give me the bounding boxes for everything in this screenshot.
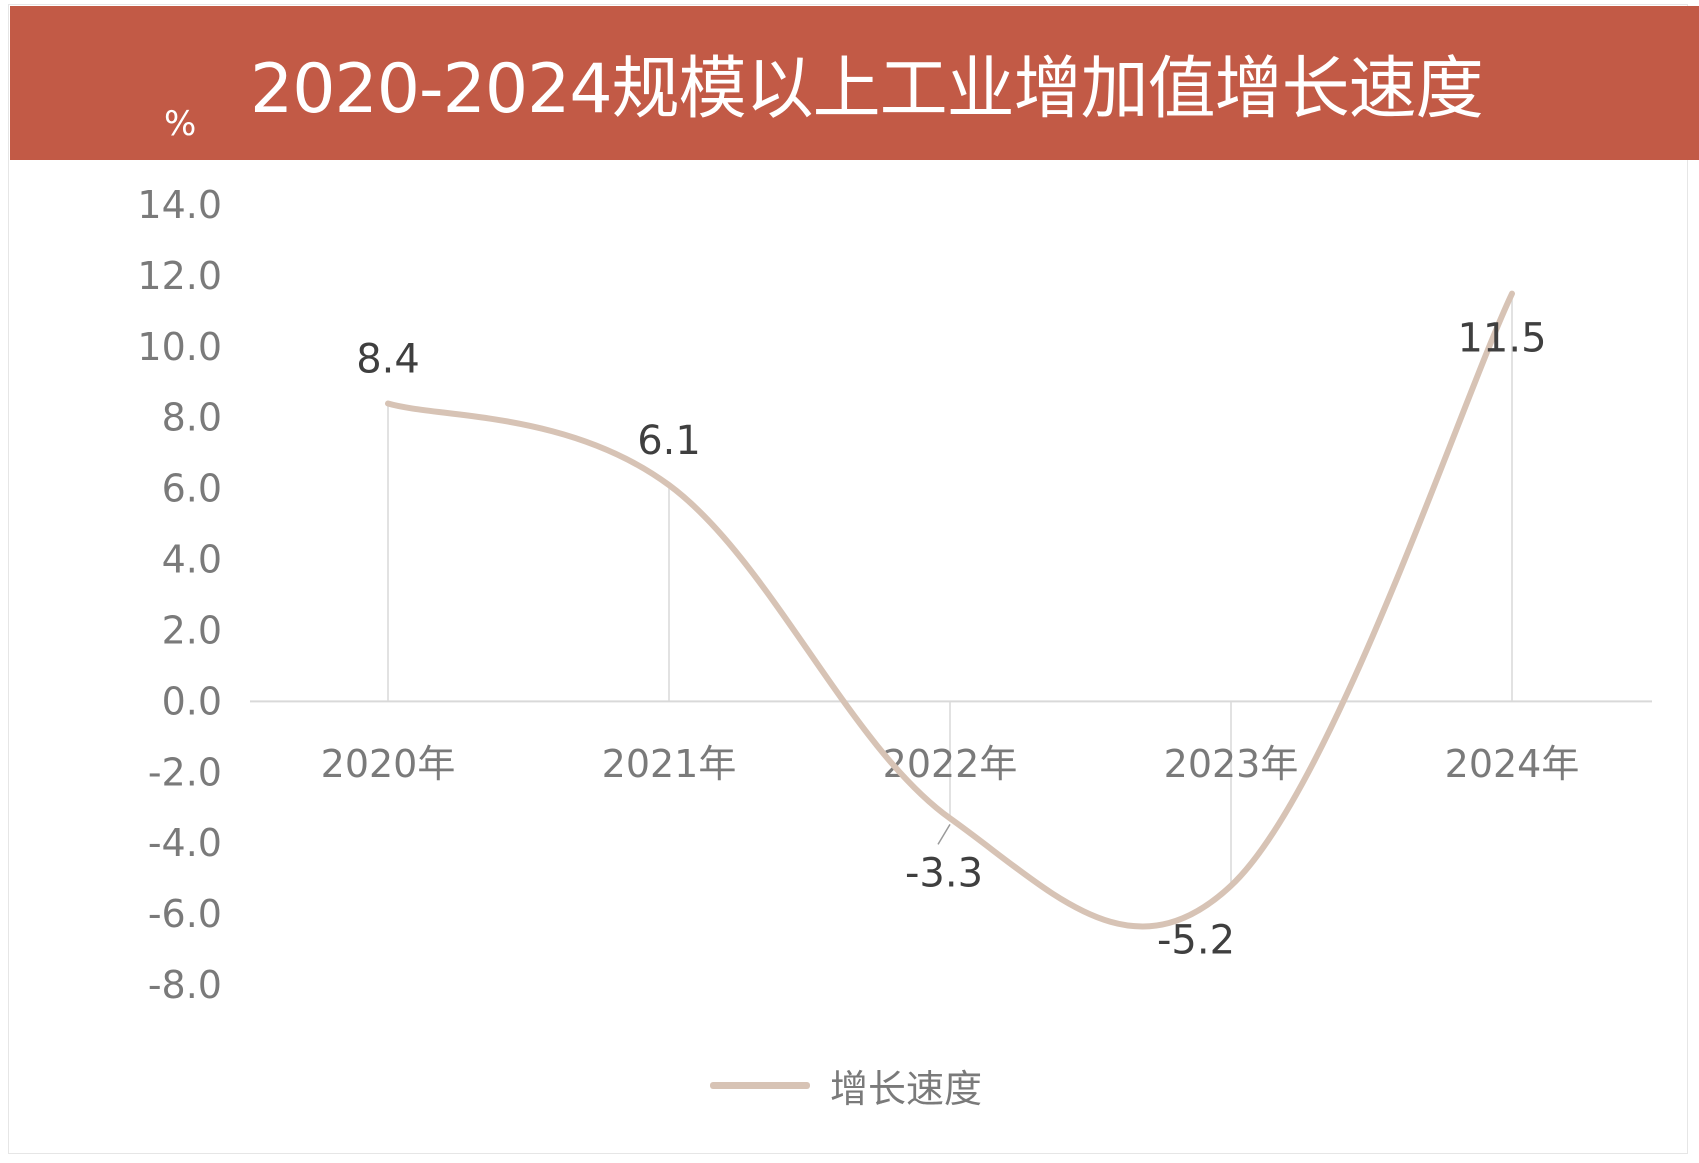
y-tick-label: 0.0 xyxy=(162,679,222,723)
y-tick-label: 6.0 xyxy=(162,467,222,511)
data-label: 11.5 xyxy=(1457,316,1546,362)
label-leader-lines xyxy=(937,823,951,845)
title-bar xyxy=(10,6,1699,160)
y-axis-ticks: 14.0 12.0 10.0 8.0 6.0 4.0 2.0 0.0 -2.0 -4.0 -6.0 -… xyxy=(137,183,222,1007)
y-tick-label: 8.0 xyxy=(162,396,222,440)
y-tick-label: 12.0 xyxy=(137,254,222,298)
y-tick-label: 10.0 xyxy=(137,325,222,369)
y-tick-label: -6.0 xyxy=(148,892,222,936)
y-axis-unit: % xyxy=(164,104,197,144)
y-tick-label: 4.0 xyxy=(162,538,222,582)
x-tick-label: 2021年 xyxy=(602,742,737,786)
data-label: -5.2 xyxy=(1157,918,1235,964)
data-labels: 8.4 6.1 -3.3 -5.2 11.5 xyxy=(356,316,1546,964)
series-line-growth-rate xyxy=(385,290,1515,930)
legend-line-swatch xyxy=(710,1081,810,1089)
y-tick-label: -8.0 xyxy=(148,963,222,1007)
data-label: 6.1 xyxy=(637,418,701,464)
drop-lines xyxy=(387,293,1513,886)
x-tick-label: 2024年 xyxy=(1445,742,1580,786)
legend: 增长速度 xyxy=(710,1055,982,1115)
x-tick-label: 2023年 xyxy=(1164,742,1299,786)
chart-title: 2020-2024规模以上工业增加值增长速度 xyxy=(250,50,1484,129)
y-tick-label: 14.0 xyxy=(137,183,222,227)
data-label: -3.3 xyxy=(905,850,983,896)
x-axis-ticks: 2020年 2021年 2022年 2023年 2024年 xyxy=(321,742,1580,786)
legend-label: 增长速度 xyxy=(830,1066,983,1111)
y-tick-label: 2.0 xyxy=(162,608,222,652)
data-label: 8.4 xyxy=(356,337,420,383)
y-tick-label: -4.0 xyxy=(148,821,222,865)
y-tick-label: -2.0 xyxy=(148,750,222,794)
chart-frame xyxy=(8,4,1688,1154)
x-tick-label: 2020年 xyxy=(321,742,456,786)
leader-line xyxy=(937,823,951,845)
